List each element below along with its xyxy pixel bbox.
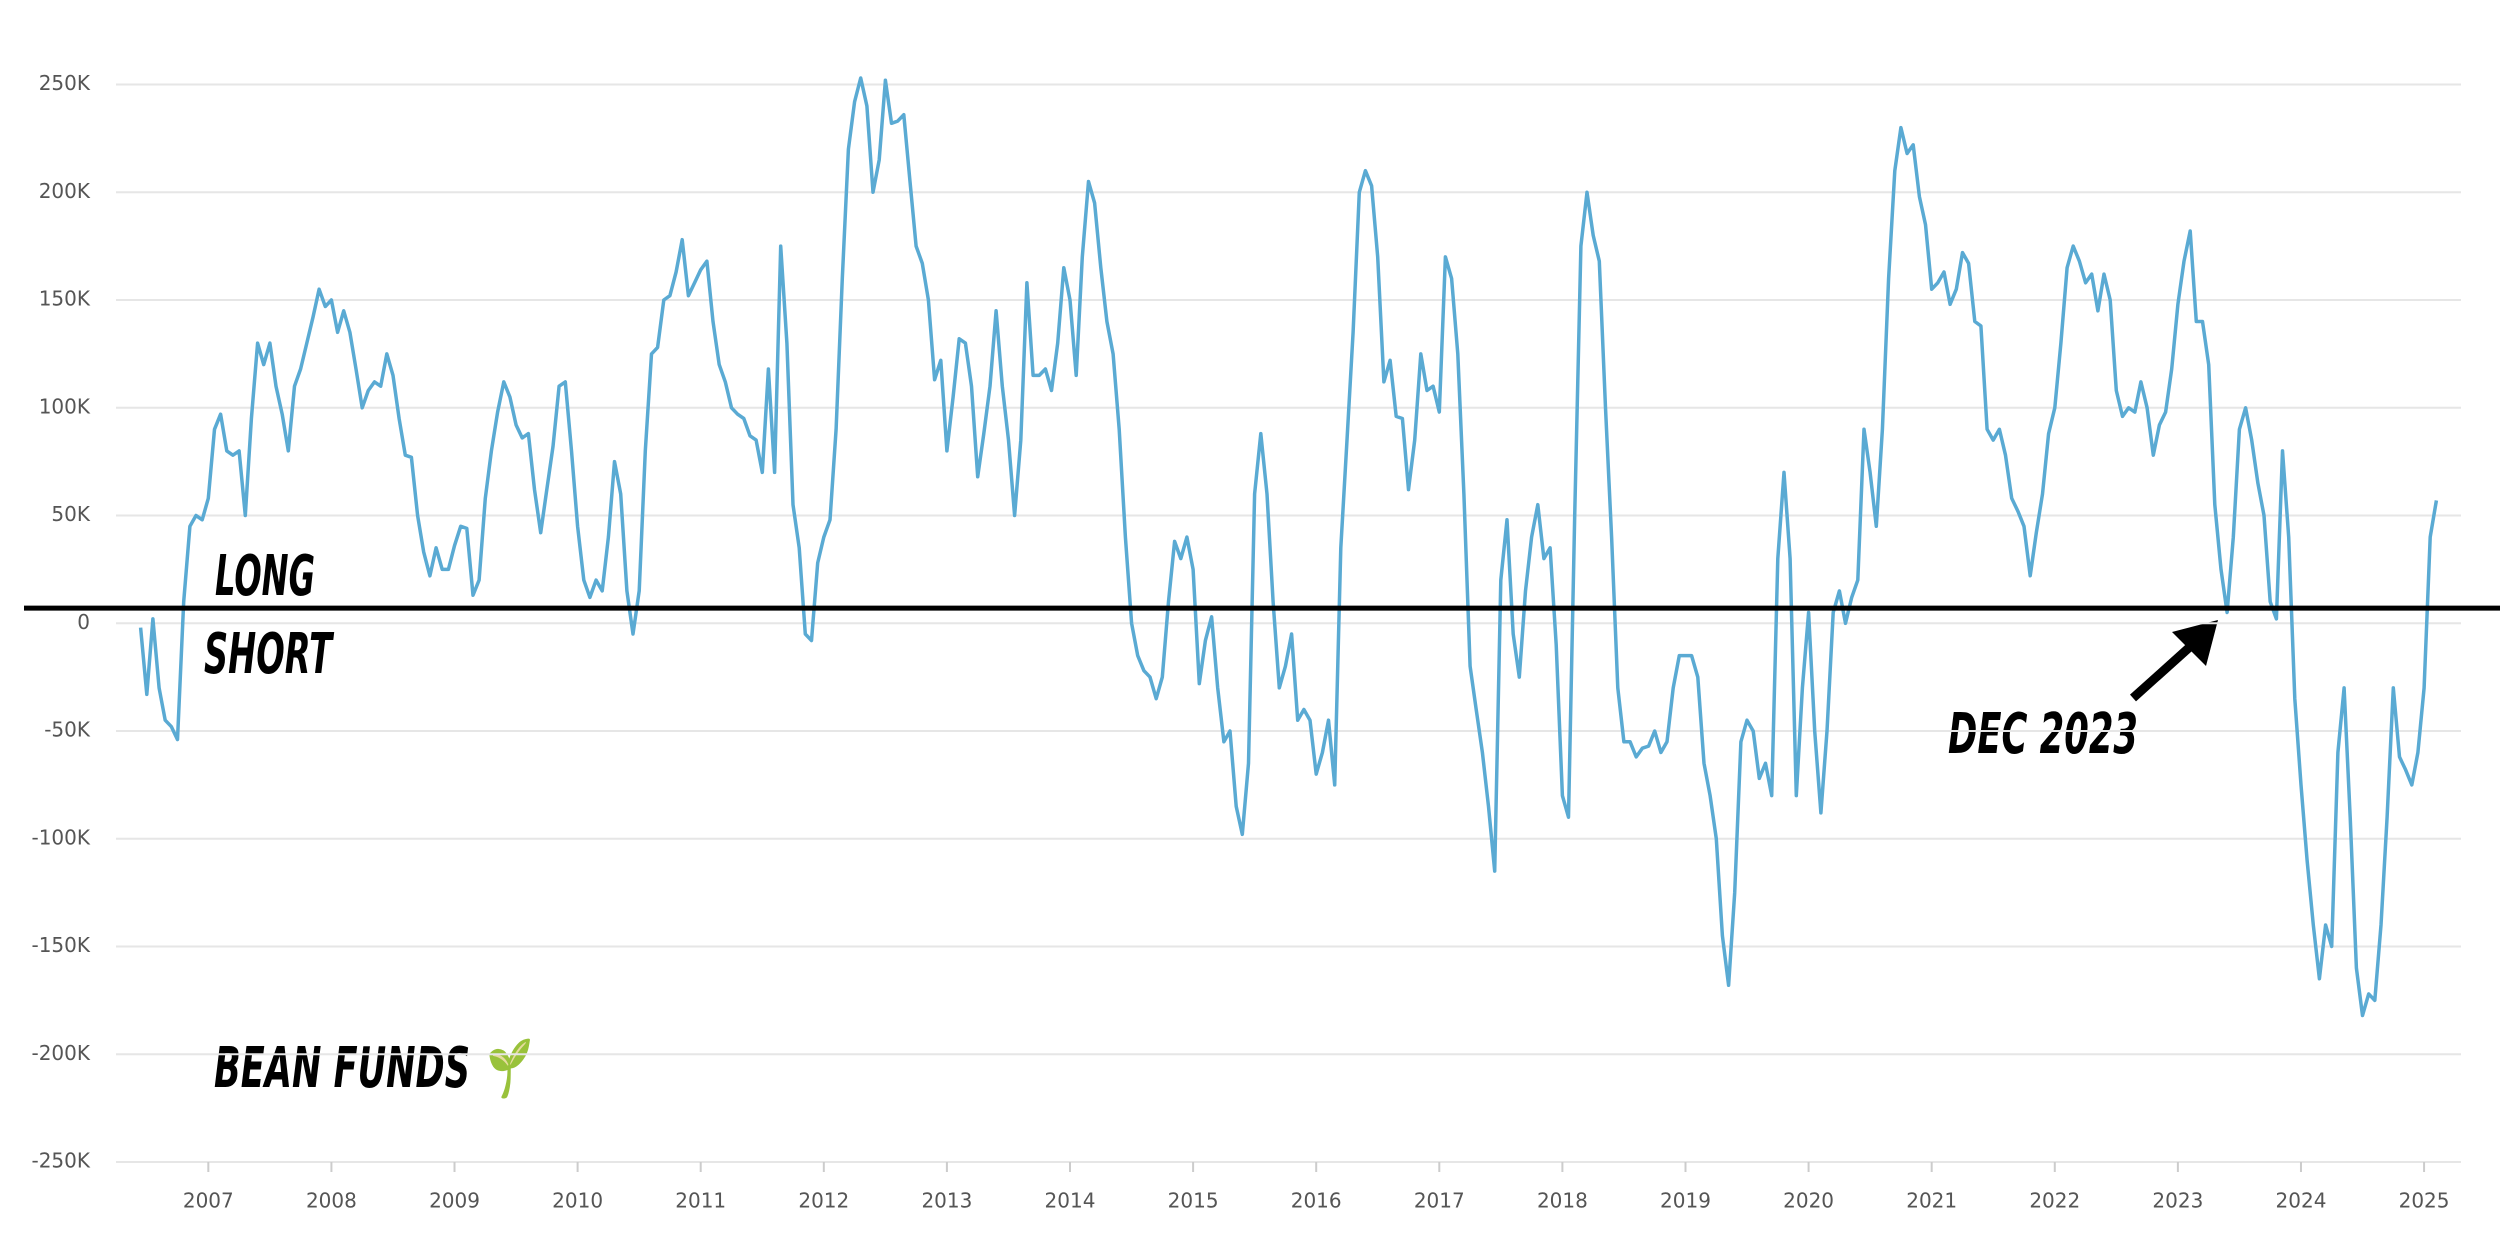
x-tick-label: 2025	[2399, 1189, 2450, 1213]
y-tick-label: 200K	[39, 179, 91, 203]
x-tick-label: 2014	[1045, 1189, 1096, 1213]
y-tick-label: 0	[77, 610, 90, 634]
y-tick-label: -200K	[31, 1041, 90, 1065]
x-tick-label: 2024	[2276, 1189, 2327, 1213]
x-tick-label: 2010	[552, 1189, 603, 1213]
y-tick-label: -250K	[31, 1149, 90, 1173]
x-tick-label: 2015	[1168, 1189, 1219, 1213]
x-tick-label: 2021	[1906, 1189, 1957, 1213]
y-tick-label: 100K	[39, 394, 91, 418]
x-tick-label: 2009	[429, 1189, 480, 1213]
annotation-short: SHORT	[204, 622, 334, 687]
y-tick-label: -150K	[31, 933, 90, 957]
x-tick-label: 2019	[1660, 1189, 1711, 1213]
x-tick-label: 2016	[1291, 1189, 1342, 1213]
x-tick-label: 2008	[306, 1189, 357, 1213]
x-tick-label: 2022	[2029, 1189, 2080, 1213]
annotation-date: DEC 2023	[1948, 702, 2138, 767]
y-tick-label: 50K	[51, 502, 90, 526]
data-line	[138, 76, 2439, 1018]
y-tick-label: 150K	[39, 287, 91, 311]
x-tick-label: 2012	[798, 1189, 849, 1213]
x-tick-label: 2023	[2152, 1189, 2203, 1213]
brand-label: BEAN FUNDS 🌱	[214, 1036, 532, 1101]
x-tick-label: 2018	[1537, 1189, 1588, 1213]
y-tick-label: -50K	[44, 718, 91, 742]
x-tick-label: 2013	[921, 1189, 972, 1213]
y-tick-label: -100K	[31, 825, 90, 849]
arrow-head	[2172, 620, 2218, 666]
annotation-long: LONG	[215, 544, 315, 609]
x-tick-label: 2017	[1414, 1189, 1465, 1213]
arrow-shaft	[2129, 641, 2196, 702]
x-tick-label: 2007	[183, 1189, 234, 1213]
x-tick-label: 2020	[1783, 1189, 1834, 1213]
y-tick-label: 250K	[39, 71, 91, 95]
x-tick-label: 2011	[675, 1189, 726, 1213]
